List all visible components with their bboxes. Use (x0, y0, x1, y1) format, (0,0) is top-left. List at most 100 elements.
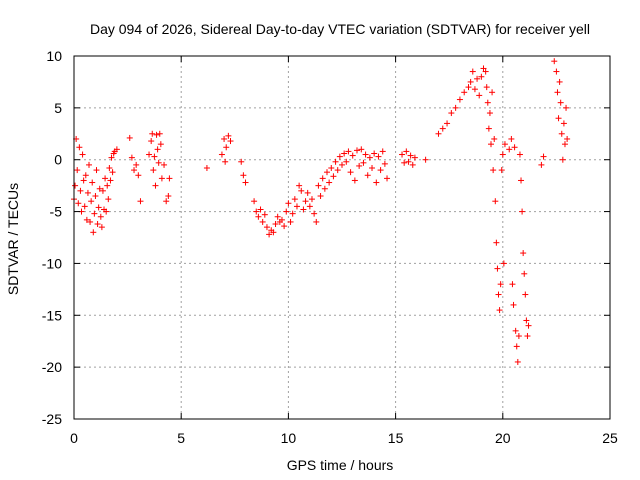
data-point (88, 198, 95, 205)
data-point (251, 198, 258, 205)
data-point (509, 281, 516, 288)
data-point (364, 172, 371, 179)
data-point (510, 301, 517, 308)
x-tick-label: 5 (177, 430, 185, 446)
data-point (411, 154, 418, 161)
data-point (525, 322, 532, 329)
grid-lines (74, 56, 610, 419)
data-point (409, 161, 416, 168)
data-point (495, 291, 502, 298)
data-point (293, 203, 300, 210)
data-point (384, 175, 391, 182)
data-point (345, 148, 352, 155)
data-point (166, 175, 173, 182)
data-point (557, 99, 564, 106)
data-point (553, 68, 560, 75)
data-point (225, 132, 232, 139)
data-point (558, 130, 565, 137)
data-point (92, 193, 99, 200)
data-point (494, 265, 501, 272)
data-point (405, 158, 412, 165)
data-point (471, 86, 478, 93)
data-point (403, 148, 410, 155)
x-tick-label: 15 (388, 430, 404, 446)
data-point (223, 144, 230, 151)
data-point (87, 218, 94, 225)
data-point (302, 198, 309, 205)
data-point (240, 172, 247, 179)
data-point (72, 182, 79, 189)
data-point (375, 153, 382, 160)
data-point (313, 218, 320, 225)
data-point (519, 208, 526, 215)
data-point (99, 187, 106, 194)
data-point (554, 89, 561, 96)
data-point (356, 162, 363, 169)
data-point (486, 110, 493, 117)
data-point (478, 73, 485, 80)
data-point (154, 146, 161, 153)
data-point (270, 229, 277, 236)
data-point (514, 358, 521, 365)
data-point (506, 146, 513, 153)
data-point (347, 169, 354, 176)
data-point (300, 206, 307, 213)
data-point (113, 146, 120, 153)
data-point (80, 177, 87, 184)
data-point (96, 185, 103, 192)
data-point (315, 182, 322, 189)
data-point (105, 196, 112, 203)
data-point (482, 68, 489, 75)
data-point (150, 167, 157, 174)
data-point (131, 167, 138, 174)
data-point (298, 187, 305, 194)
data-point (490, 167, 497, 174)
y-tick-label: -10 (42, 255, 62, 271)
data-point (203, 165, 210, 172)
data-point (538, 161, 545, 168)
data-point (381, 160, 388, 167)
x-axis-label: GPS time / hours (287, 457, 394, 473)
data-point (500, 260, 507, 267)
data-point (559, 156, 566, 163)
data-point (148, 138, 155, 145)
data-point (326, 179, 333, 186)
data-point (435, 130, 442, 137)
data-point (551, 58, 558, 65)
data-point (222, 158, 229, 165)
data-point (311, 210, 318, 217)
y-tick-label: 10 (46, 48, 62, 64)
data-point (255, 213, 262, 220)
data-point (498, 167, 505, 174)
data-point (291, 196, 298, 203)
data-point (366, 154, 373, 161)
y-tick-label: -5 (50, 204, 63, 220)
data-point (497, 281, 504, 288)
data-point (499, 151, 506, 158)
data-point (401, 159, 408, 166)
data-point (152, 182, 159, 189)
data-point (90, 229, 97, 236)
data-point (474, 75, 481, 82)
data-point (508, 135, 515, 142)
y-tick-label: 5 (54, 100, 62, 116)
data-point (266, 231, 273, 238)
data-point (155, 159, 162, 166)
data-point (281, 223, 288, 230)
data-point (261, 211, 268, 218)
data-point (561, 141, 568, 148)
data-point (360, 159, 367, 166)
data-point (513, 343, 520, 350)
data-point (151, 153, 158, 160)
data-point (515, 333, 522, 340)
data-point (354, 147, 361, 154)
data-point (104, 182, 111, 189)
data-point (106, 165, 113, 172)
data-point (343, 158, 350, 165)
data-point (306, 203, 313, 210)
data-point (522, 291, 529, 298)
data-point (319, 175, 326, 182)
data-point (491, 135, 498, 142)
data-point (480, 65, 487, 72)
data-point (287, 218, 294, 225)
